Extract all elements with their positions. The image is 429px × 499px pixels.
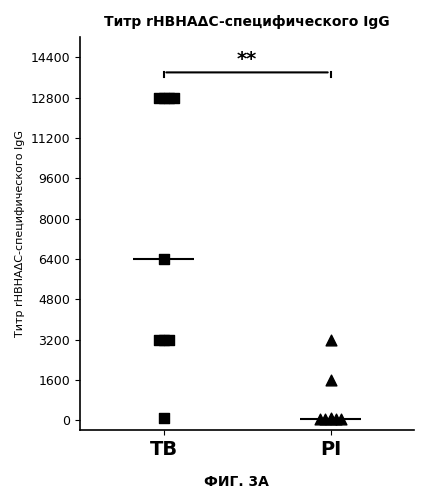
Y-axis label: Титр rHBHAΔC-специфического IgG: Титр rHBHAΔC-специфического IgG (15, 130, 25, 337)
Point (317, 415, 324, 423)
Point (155, 336, 162, 344)
Text: **: ** (237, 49, 257, 69)
Point (165, 336, 172, 344)
Text: ФИГ. 3А: ФИГ. 3А (203, 475, 269, 489)
Point (160, 255, 167, 263)
Point (332, 415, 339, 423)
Point (155, 94, 162, 102)
Point (165, 94, 172, 102)
Point (160, 94, 167, 102)
Point (327, 376, 334, 384)
Point (170, 94, 177, 102)
Point (327, 414, 334, 422)
Point (327, 336, 334, 344)
Point (322, 415, 329, 423)
Point (160, 414, 167, 422)
Point (160, 336, 167, 344)
Title: Титр rHBHAΔC-специфического IgG: Титр rHBHAΔC-специфического IgG (104, 15, 390, 29)
Point (327, 415, 334, 423)
Point (337, 415, 344, 423)
